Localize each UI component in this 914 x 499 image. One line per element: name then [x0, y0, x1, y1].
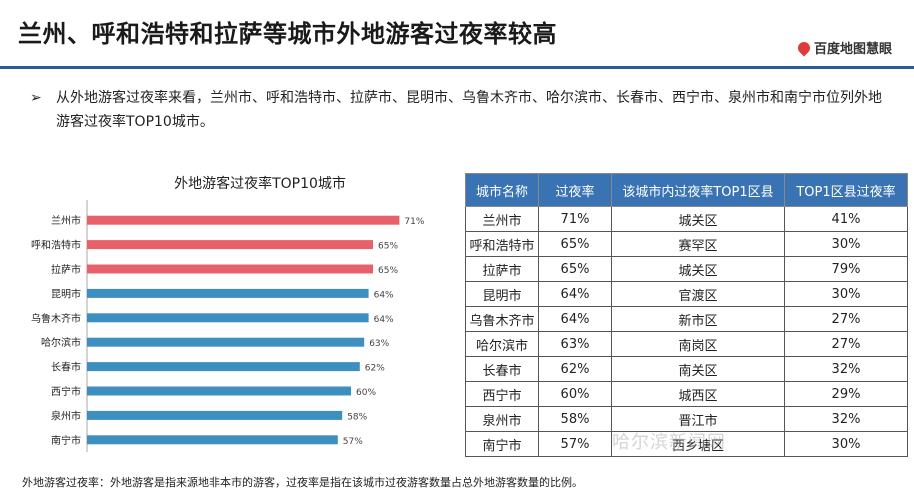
chart-title: 外地游客过夜率TOP10城市	[174, 176, 346, 192]
table-cell: 哈尔滨市	[465, 331, 539, 357]
bar	[87, 386, 351, 396]
table-cell: 65%	[538, 231, 612, 257]
bar	[87, 362, 360, 372]
table-header-cell: 过夜率	[538, 173, 612, 207]
brand-logo: 百度地图慧眼	[795, 38, 892, 57]
arrow-bullet-icon: ➢	[30, 90, 42, 106]
table-cell: 71%	[538, 206, 612, 232]
bar	[87, 435, 338, 445]
table-header-cell: 城市名称	[465, 173, 539, 207]
table-row: 兰州市 71% 城关区 41%	[465, 206, 908, 232]
table-cell: 58%	[538, 406, 612, 432]
table-cell: 拉萨市	[465, 256, 539, 282]
category-label: 拉萨市	[51, 263, 81, 276]
table-row: 昆明市 64% 官渡区 30%	[465, 281, 908, 307]
table-cell: 兰州市	[465, 206, 539, 232]
table-cell: 官渡区	[611, 281, 785, 307]
value-label: 65%	[378, 242, 398, 252]
bar	[87, 215, 400, 225]
table-cell: 赛罕区	[611, 231, 785, 257]
table-cell: 南宁市	[465, 431, 539, 457]
bar-chart: 兰州市 71% 呼和浩特市 65% 拉萨市 65% 昆明市 64% 乌鲁木齐市 64% 哈尔滨市 63…	[31, 200, 425, 452]
category-label: 西宁市	[51, 385, 81, 398]
table-row: 乌鲁木齐市 64% 新市区 27%	[465, 306, 908, 332]
table-row: 西宁市 60% 城西区 29%	[465, 381, 908, 407]
category-label: 呼和浩特市	[31, 239, 81, 252]
table-cell: 32%	[784, 406, 908, 432]
table-row: 拉萨市 65% 城关区 79%	[465, 256, 908, 282]
map-pin-icon	[795, 39, 813, 56]
category-label: 昆明市	[51, 287, 81, 300]
value-label: 65%	[378, 266, 398, 276]
table-cell: 城关区	[611, 256, 785, 282]
table-cell: 30%	[784, 281, 908, 307]
value-label: 60%	[356, 388, 376, 398]
summary-text: 从外地游客过夜率来看，兰州市、呼和浩特市、拉萨市、昆明市、乌鲁木齐市、哈尔滨市、…	[56, 90, 882, 130]
footnote: 外地游客过夜率：外地游客是指来源地非本市的游客，过夜率是指在该城市过夜游客数量占…	[22, 476, 583, 489]
table-cell: 昆明市	[465, 281, 539, 307]
value-label: 63%	[369, 339, 389, 349]
table-row: 哈尔滨市 63% 南岗区 27%	[465, 331, 908, 357]
table-cell: 乌鲁木齐市	[465, 306, 539, 332]
header-divider	[0, 66, 914, 69]
category-label: 兰州市	[51, 214, 81, 227]
table-cell: 30%	[784, 431, 908, 457]
city-table: 城市名称 过夜率 该城市内过夜率TOP1区县 TOP1区县过夜率 兰州市 71% 城…	[465, 173, 908, 457]
value-label: 64%	[374, 290, 394, 300]
table-cell: 新市区	[611, 306, 785, 332]
value-label: 58%	[347, 412, 367, 422]
table-cell: 29%	[784, 381, 908, 407]
table-header-row: 城市名称 过夜率 该城市内过夜率TOP1区县 TOP1区县过夜率	[465, 173, 908, 207]
category-label: 哈尔滨市	[41, 336, 81, 349]
table-cell: 41%	[784, 206, 908, 232]
bar	[87, 240, 373, 250]
bar	[87, 410, 343, 420]
value-label: 57%	[343, 437, 363, 447]
table-cell: 南关区	[611, 356, 785, 382]
table-row: 长春市 62% 南关区 32%	[465, 356, 908, 382]
bar	[87, 337, 365, 347]
brand-logo-text: 百度地图慧眼	[813, 42, 892, 57]
table-cell: 64%	[538, 281, 612, 307]
category-label: 长春市	[51, 361, 81, 374]
table-cell: 65%	[538, 256, 612, 282]
table-cell: 57%	[538, 431, 612, 457]
table-cell: 30%	[784, 231, 908, 257]
table-cell: 西宁市	[465, 381, 539, 407]
value-label: 62%	[365, 364, 385, 374]
table-cell: 79%	[784, 256, 908, 282]
category-label: 泉州市	[51, 409, 81, 422]
category-label: 南宁市	[51, 434, 81, 447]
category-label: 乌鲁木齐市	[31, 312, 81, 325]
bar	[87, 264, 373, 274]
value-label: 64%	[374, 315, 394, 325]
table-cell: 呼和浩特市	[465, 231, 539, 257]
table-header-cell: 该城市内过夜率TOP1区县	[611, 173, 785, 207]
summary-bullet: ➢ 从外地游客过夜率来看，兰州市、呼和浩特市、拉萨市、昆明市、乌鲁木齐市、哈尔滨…	[30, 86, 890, 134]
table-row: 呼和浩特市 65% 赛罕区 30%	[465, 231, 908, 257]
watermark: 哈尔滨新闻网	[612, 432, 726, 453]
table-cell: 长春市	[465, 356, 539, 382]
table-header-cell: TOP1区县过夜率	[784, 173, 908, 207]
table-row: 南宁市 57% 西乡塘区 30%	[465, 431, 908, 457]
table-cell: 62%	[538, 356, 612, 382]
table-cell: 27%	[784, 331, 908, 357]
table-cell: 32%	[784, 356, 908, 382]
table-cell: 27%	[784, 306, 908, 332]
bar	[87, 288, 369, 298]
table-cell: 泉州市	[465, 406, 539, 432]
table-cell: 63%	[538, 331, 612, 357]
value-label: 71%	[404, 217, 424, 227]
table-cell: 城关区	[611, 206, 785, 232]
table-cell: 城西区	[611, 381, 785, 407]
table-cell: 64%	[538, 306, 612, 332]
bar	[87, 313, 369, 323]
page-title: 兰州、呼和浩特和拉萨等城市外地游客过夜率较高	[18, 20, 557, 48]
table-cell: 西乡塘区	[611, 431, 785, 457]
table-cell: 南岗区	[611, 331, 785, 357]
table-cell: 60%	[538, 381, 612, 407]
